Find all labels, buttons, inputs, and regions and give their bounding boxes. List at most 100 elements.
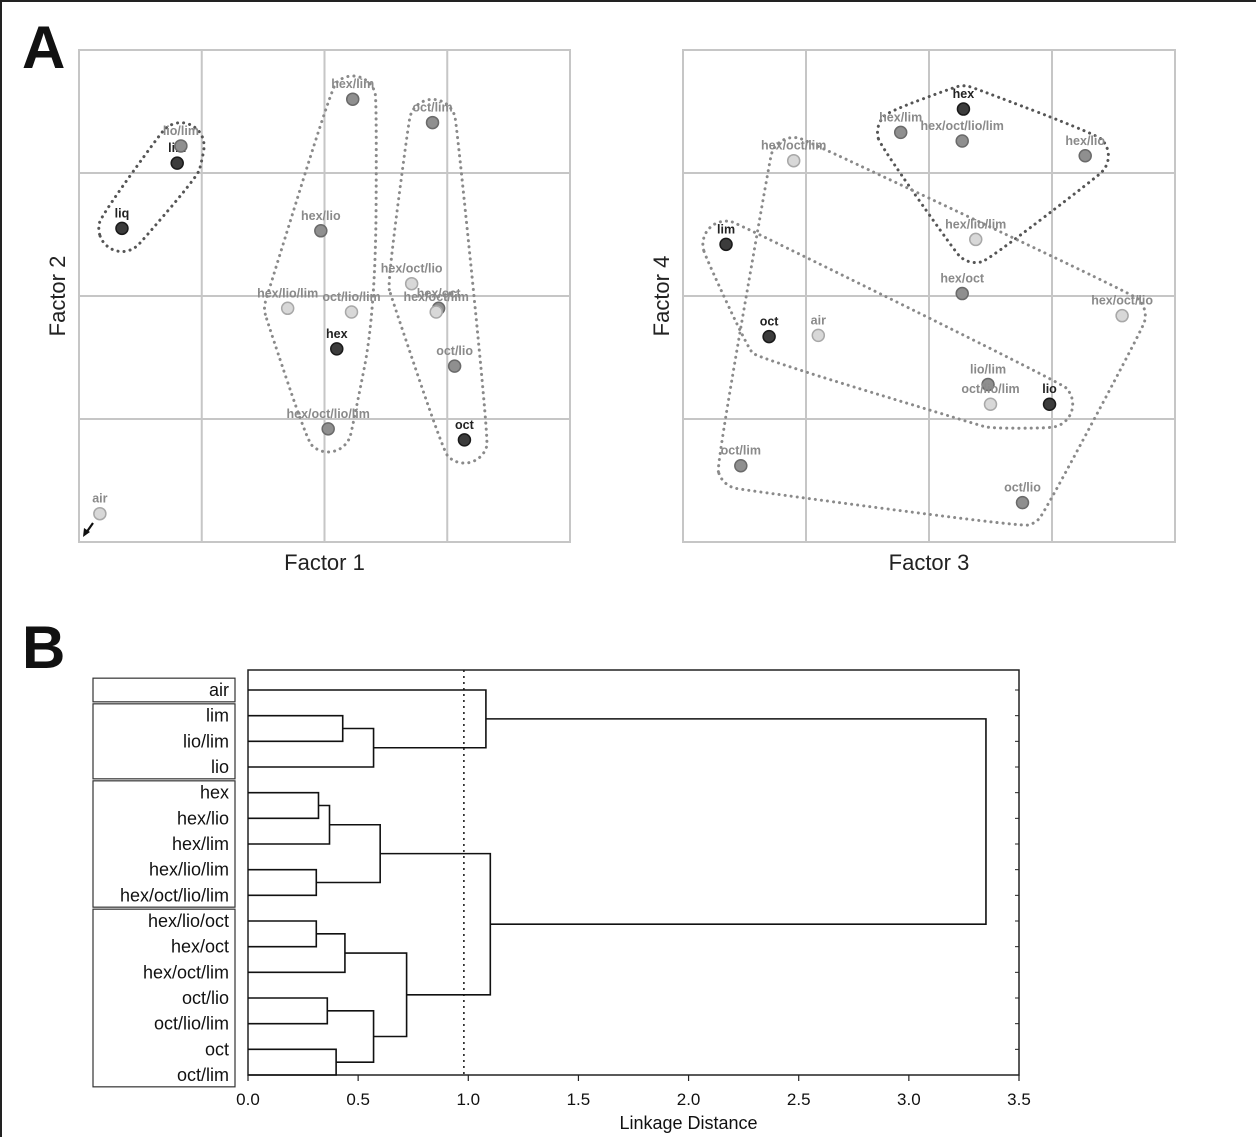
dendro-leaf-label-hex-lim: hex/lim: [172, 834, 229, 854]
f34-x-axis-label: Factor 3: [889, 550, 970, 575]
f12-y-axis-label: Factor 2: [45, 256, 70, 337]
f34-point-label-lio-lim: lio/lim: [970, 363, 1006, 377]
factor1-factor2-scatter-plot: airliqlimlio/limhex/limoct/limhex/liohex…: [45, 49, 571, 575]
dendro-x-tick-label-2-0: 2.0: [677, 1090, 701, 1109]
f12-point-label-air: air: [92, 492, 107, 506]
f34-point-oct-lio: [1015, 495, 1030, 510]
f12-point-hex: [330, 342, 344, 356]
dendro-x-tick-label-0-5: 0.5: [346, 1090, 370, 1109]
f34-point-lio: [1042, 397, 1057, 411]
dendro-leaf-label-lim: lim: [206, 706, 229, 726]
dendro-leaf-label-hex-lio-oct: hex/lio/oct: [148, 911, 229, 931]
dendro-leaf-group-box: [92, 780, 236, 908]
f34-point-hex-oct-lim: [786, 153, 801, 168]
f34-cluster-outline: [716, 136, 1147, 527]
f34-point-label-lim: lim: [717, 222, 735, 236]
dendrogram-plot: air lim lio/lim lio hex hex/lio hex/lim hex/lio…: [92, 669, 1031, 1133]
dendro-leaf-label-hex-oct-lim: hex/oct/lim: [143, 962, 229, 982]
dendro-x-tick-label-1-0: 1.0: [456, 1090, 480, 1109]
f12-point-label-oct-lio: oct/lio: [436, 344, 473, 358]
dendro-leaf-label-oct-lio: oct/lio: [182, 988, 229, 1008]
f12-x-axis-label: Factor 1: [284, 550, 365, 575]
dendro-leaf-label-oct-lio-lim: oct/lio/lim: [154, 1014, 229, 1034]
f34-point-lim: [719, 237, 733, 252]
f12-air-arrow-head: [83, 528, 90, 537]
f12-point-oct-lim: [425, 115, 440, 130]
dendro-merge-10: [248, 1048, 337, 1076]
f12-point-label-hex-oct-lio-lim: hex/oct/lio/lim: [287, 407, 370, 421]
f12-point-hex-oct-lio: [404, 276, 419, 291]
f12-cluster-outline: [387, 97, 489, 465]
f34-point-hex-lio: [1078, 149, 1092, 163]
f34-point-hex-lio-lim: [968, 232, 983, 247]
f12-point-label-hex: hex: [326, 327, 348, 341]
f12-point-oct: [457, 433, 472, 447]
f12-point-hex-oct-lio-lim: [321, 422, 335, 436]
f34-point-label-oct-lim: oct/lim: [721, 444, 761, 458]
dendro-x-tick-label-3-5: 3.5: [1007, 1090, 1031, 1109]
f12-point-label-hex-lio-lim: hex/lio/lim: [257, 286, 318, 300]
f12-point-label-oct: oct: [455, 418, 475, 432]
f34-point-label-hex-oct-lim: hex/oct/lim: [761, 139, 826, 153]
f34-point-label-air: air: [811, 313, 826, 327]
dendro-leaf-label-oct-lim: oct/lim: [177, 1065, 229, 1085]
f34-point-label-oct-lio: oct/lio: [1004, 481, 1041, 495]
dendro-merge-3: [248, 791, 320, 820]
f12-point-label-lio-lim: lio/lim: [163, 124, 199, 138]
dendro-leaf-group-box: [92, 677, 236, 703]
f34-point-label-lio: lio: [1042, 382, 1057, 396]
f12-point-hex-oct-lim: [429, 305, 443, 319]
f34-point-oct: [762, 329, 776, 344]
f34-point-oct-lio-lim: [983, 397, 998, 411]
dendro-leaf-label-oct: oct: [205, 1039, 229, 1059]
f12-point-air: [93, 506, 107, 521]
f34-point-air: [811, 328, 826, 343]
dendro-leaf-label-hex-lio-lim: hex/lio/lim: [149, 860, 229, 880]
f34-point-label-hex-lio: hex/lio: [1065, 134, 1105, 148]
f34-cluster-outline: [876, 84, 1110, 265]
f12-point-label-liq: liq: [115, 206, 130, 220]
panel-label-a: A: [22, 14, 66, 81]
f34-point-oct-lim: [734, 458, 748, 473]
f12-cluster-outline: [263, 74, 378, 454]
f34-point-label-hex: hex: [953, 87, 975, 101]
dendro-merge-6: [316, 823, 381, 884]
dendro-leaf-label-air: air: [209, 680, 229, 700]
f12-point-hex-lio: [314, 224, 328, 238]
f12-point-label-hex-oct-lio: hex/oct/lio: [381, 262, 443, 276]
dendro-merge-13: [380, 852, 492, 996]
f34-point-hex-oct: [955, 286, 969, 301]
dendro-leaf-label-hex-oct: hex/oct: [171, 937, 229, 957]
f34-point-label-hex-lio-lim: hex/lio/lim: [945, 217, 1006, 231]
dendro-leaf-label-hex: hex: [200, 783, 229, 803]
f12-point-liq: [115, 221, 129, 236]
f12-point-label-hex-lio: hex/lio: [301, 209, 341, 223]
f34-point-hex: [956, 102, 971, 116]
dendro-leaf-label-hex-lio: hex/lio: [177, 808, 229, 828]
dendro-leaf-group-box: [92, 908, 236, 1088]
f34-point-label-oct: oct: [760, 315, 780, 329]
panel-label-b: B: [22, 614, 66, 681]
f12-point-oct-lio: [447, 359, 462, 373]
f12-point-label-oct-lim: oct/lim: [412, 101, 452, 115]
f12-point-label-oct-lio-lim: oct/lio/lim: [322, 290, 380, 304]
f34-point-lio-lim: [981, 377, 995, 392]
f12-point-oct-lio-lim: [344, 305, 359, 319]
f34-point-label-hex-oct: hex/oct: [940, 272, 985, 286]
dendro-merge-14: [485, 718, 987, 926]
f34-point-label-hex-oct-lio: hex/oct/lio: [1091, 294, 1153, 308]
f34-y-axis-label: Factor 4: [649, 256, 674, 337]
f34-cluster-outline: [701, 219, 1075, 430]
f34-point-hex-oct-lio: [1115, 308, 1129, 323]
f34-point-label-hex-lim: hex/lim: [879, 110, 922, 124]
dendro-x-tick-label-2-5: 2.5: [787, 1090, 811, 1109]
dendro-plot-area: [247, 669, 1020, 1076]
f12-point-lim: [170, 156, 184, 170]
dendro-leaf-label-lio: lio: [211, 757, 229, 777]
f34-point-label-hex-oct-lio-lim: hex/oct/lio/lim: [921, 119, 1004, 133]
dendro-x-tick-label-1-5: 1.5: [567, 1090, 591, 1109]
f12-point-label-hex-oct-lim: hex/oct/lim: [404, 290, 469, 304]
f12-point-hex-lim: [345, 92, 360, 106]
